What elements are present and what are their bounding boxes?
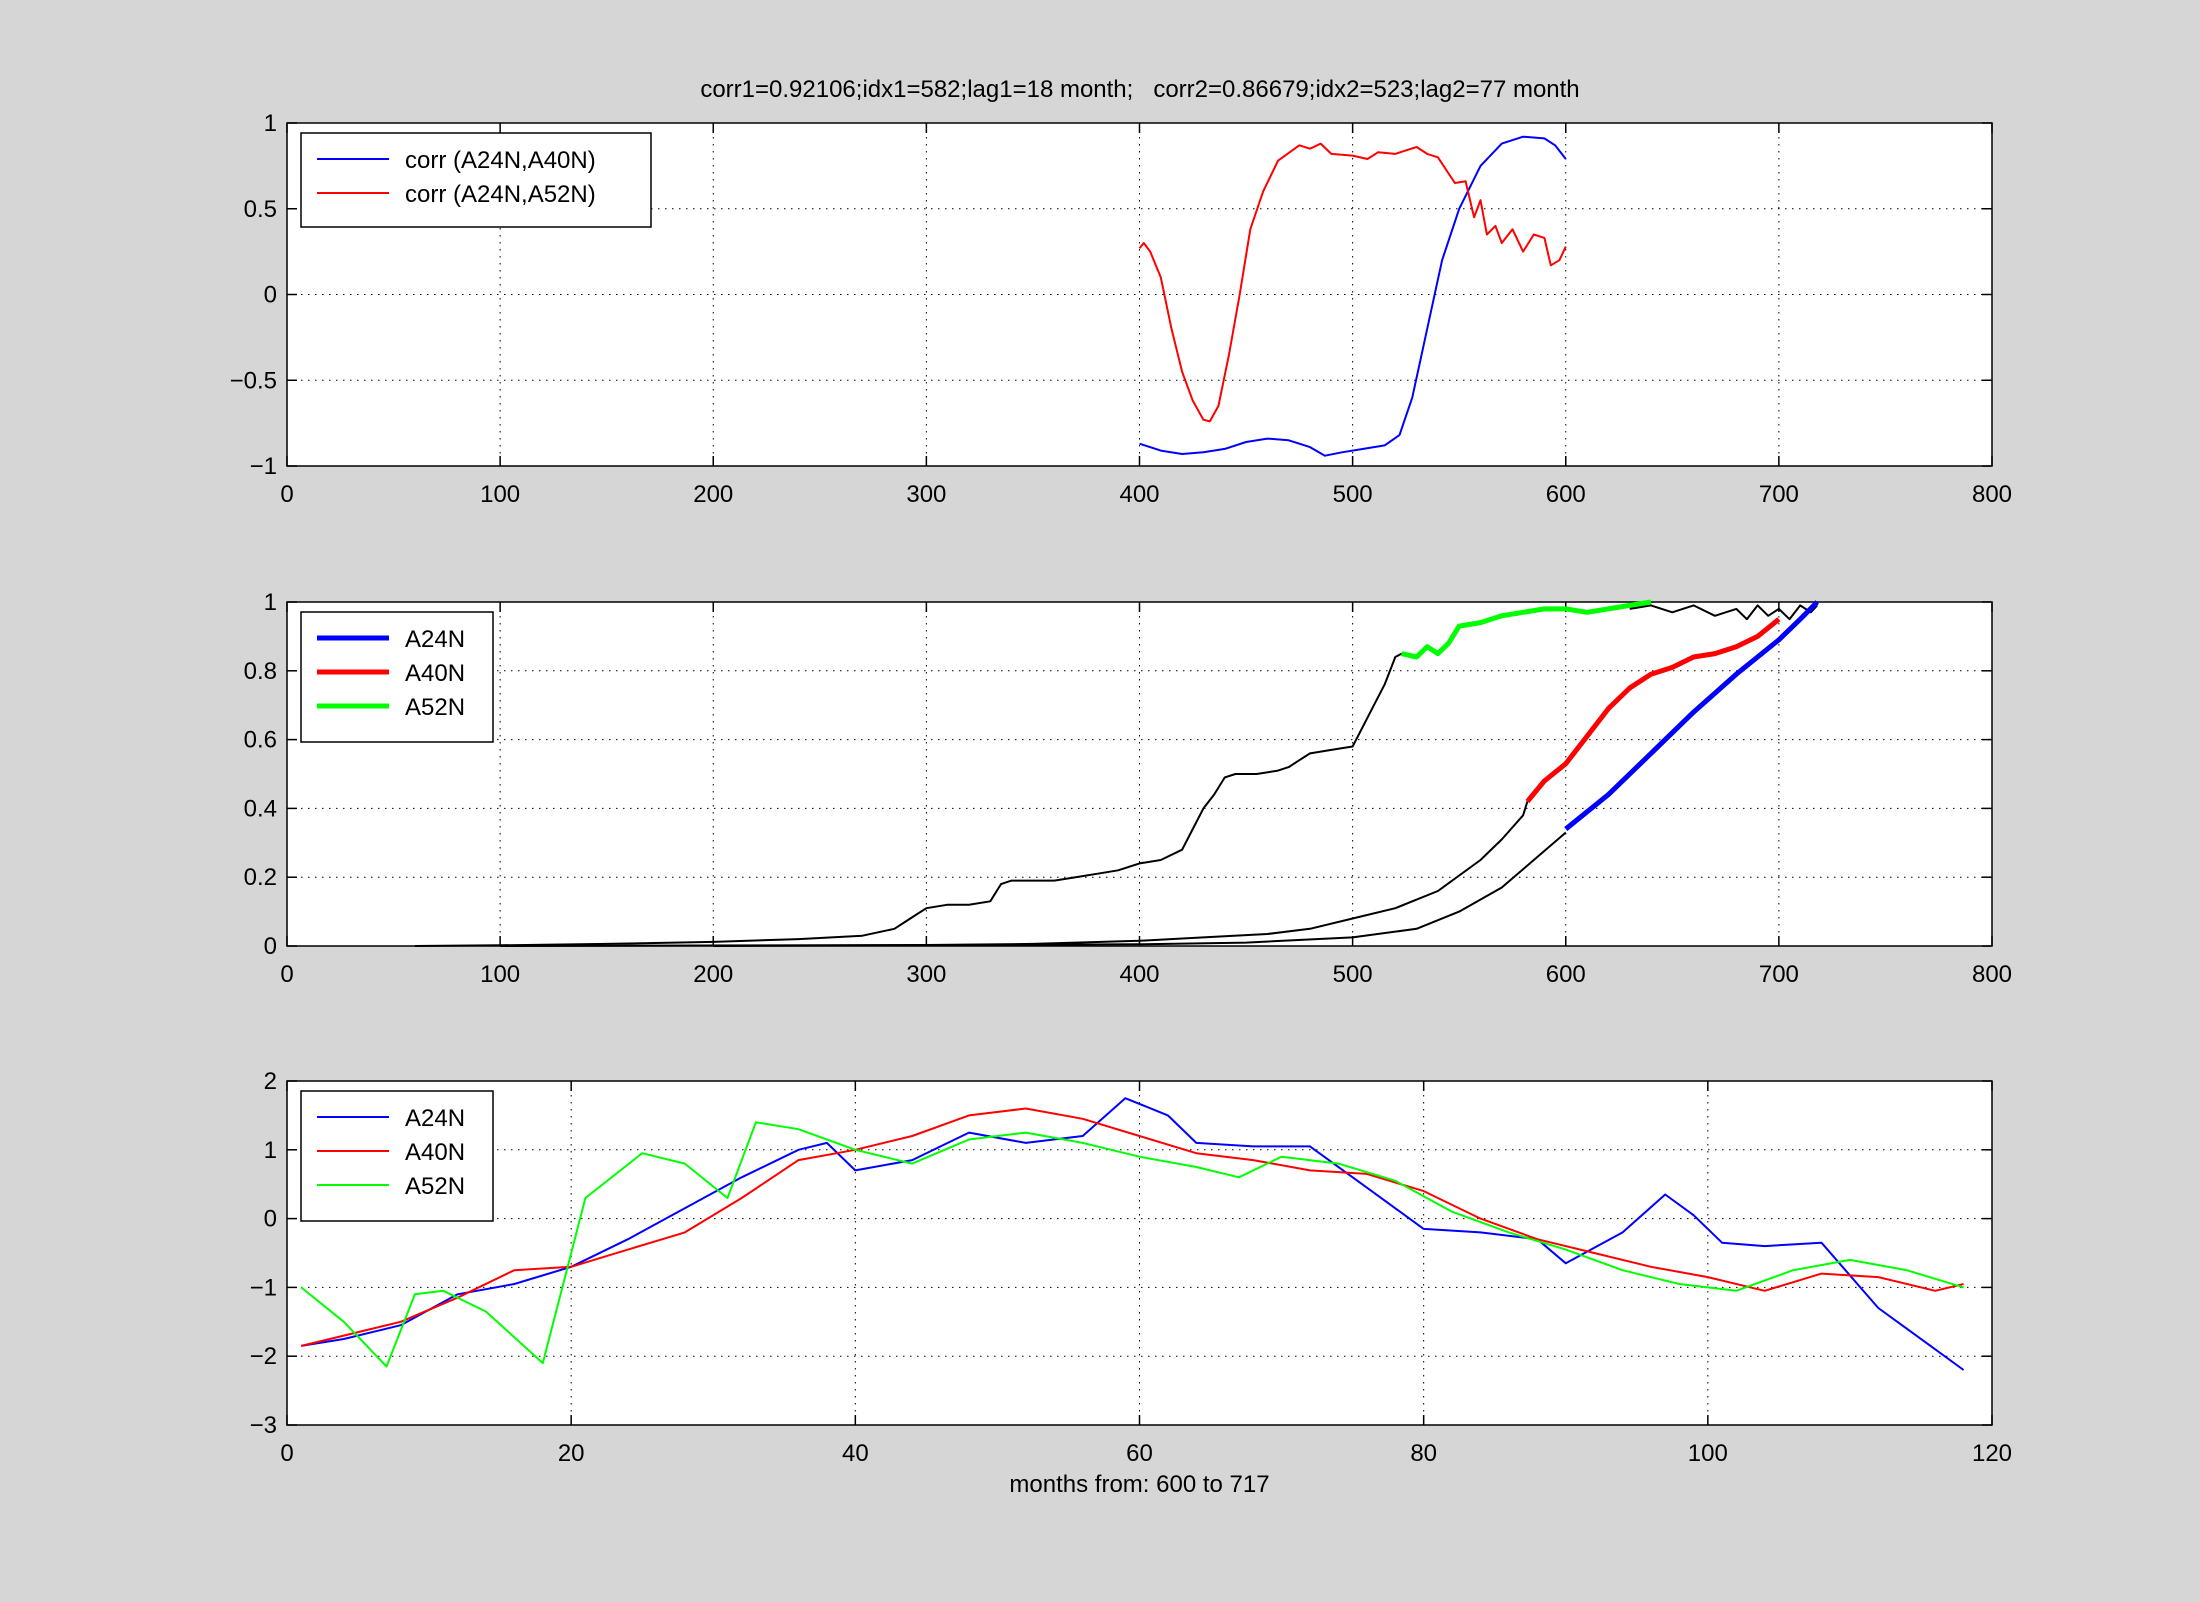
series-line-a24n xyxy=(1564,600,1819,831)
legend-label: A52N xyxy=(405,1173,465,1200)
x-tick-label: 100 xyxy=(1688,1440,1728,1467)
background-series-line xyxy=(500,801,1529,947)
plot-area xyxy=(287,602,1992,946)
x-tick-label: 80 xyxy=(1410,1440,1437,1467)
legend-label: corr (A24N,A40N) xyxy=(405,147,596,174)
x-tick-label: 60 xyxy=(1126,1440,1153,1467)
series-line-a52n xyxy=(1401,599,1652,660)
x-tick-label: 800 xyxy=(1972,961,2012,988)
x-tick-label: 200 xyxy=(693,481,733,508)
x-tick-label: 0 xyxy=(280,1440,293,1467)
x-tick-label: 200 xyxy=(693,961,733,988)
y-tick-label: 1 xyxy=(264,110,277,137)
chart-panels: 0 100 200 300 400 500 600 700 800−1−0.500.51corr… xyxy=(230,110,2012,1498)
background-series-line xyxy=(1629,604,1818,621)
legend-label: A52N xyxy=(405,694,465,721)
figure-title: corr1=0.92106;idx1=582;lag1=18 month; co… xyxy=(700,76,1579,103)
legend-label: A40N xyxy=(405,1139,465,1166)
y-tick-label: −1 xyxy=(250,1274,277,1301)
x-tick-label: 300 xyxy=(906,961,946,988)
y-tick-label: 0 xyxy=(264,1206,277,1233)
x-tick-label: 100 xyxy=(480,961,520,988)
y-tick-label: 2 xyxy=(264,1068,277,1095)
background-series-line xyxy=(414,652,1403,947)
y-tick-label: 0.5 xyxy=(244,196,277,223)
legend-label: A40N xyxy=(405,660,465,687)
x-tick-label: 700 xyxy=(1759,481,1799,508)
series-line-a40n xyxy=(1525,617,1781,804)
x-tick-label: 400 xyxy=(1119,961,1159,988)
chart-panel-3: 0 20 40 60 80 100 120 −3 −2 −1 0 1 2 A24N A40N A52N mont… xyxy=(250,1068,2012,1498)
x-tick-label: 600 xyxy=(1546,481,1586,508)
x-tick-label: 20 xyxy=(558,1440,585,1467)
x-tick-label: 500 xyxy=(1333,481,1373,508)
y-tick-label: 1 xyxy=(264,589,277,616)
series-line-corr-a24n-a40n xyxy=(1139,135,1567,457)
y-tick-label: −3 xyxy=(250,1412,277,1439)
legend-label: A24N xyxy=(405,1105,465,1132)
y-tick-label: 0.4 xyxy=(244,795,277,822)
legend-box xyxy=(300,1090,494,1222)
y-tick-label: 0 xyxy=(264,933,277,960)
x-tick-label: 500 xyxy=(1333,961,1373,988)
chart-panel-1: 0 100 200 300 400 500 600 700 800 −1 −0.5 0 0.5 1 corr… xyxy=(230,110,2012,508)
chart-panel-2: 0 100 200 300 400 500 600 700 80000.20.40.60.81A… xyxy=(244,589,2012,988)
y-tick-label: −0.5 xyxy=(230,367,277,394)
y-tick-label: 0.6 xyxy=(244,727,277,754)
y-tick-label: 0.2 xyxy=(244,864,277,891)
x-tick-label: 120 xyxy=(1972,1440,2012,1467)
y-tick-label: 0.8 xyxy=(244,658,277,685)
x-tick-label: 0 xyxy=(280,481,293,508)
legend-box xyxy=(300,132,652,228)
x-tick-label: 600 xyxy=(1546,961,1586,988)
x-tick-label: 700 xyxy=(1759,961,1799,988)
legend: corr (A24N,A40N) corr (A24N,A52N) xyxy=(300,132,652,228)
series-line-corr-a24n-a52n xyxy=(1138,142,1567,423)
x-tick-label: 0 xyxy=(280,961,293,988)
series-line-a24n xyxy=(301,1097,1965,1371)
y-tick-label: −2 xyxy=(250,1343,277,1370)
y-tick-label: 0 xyxy=(264,282,277,309)
legend-label: A24N xyxy=(405,626,465,653)
x-tick-label: 800 xyxy=(1972,481,2012,508)
x-axis-label: months from: 600 to 717 xyxy=(1009,1471,1269,1498)
background-series-line xyxy=(713,831,1567,947)
x-tick-label: 300 xyxy=(906,481,946,508)
y-tick-label: −1 xyxy=(250,453,277,480)
legend-label: corr (A24N,A52N) xyxy=(405,181,596,208)
x-tick-label: 100 xyxy=(480,481,520,508)
series-line-a52n xyxy=(300,1121,1964,1368)
legend-box xyxy=(300,611,494,743)
legend: A24N A40N A52N xyxy=(300,611,494,743)
series-line-a40n xyxy=(300,1107,1964,1347)
y-tick-label: 1 xyxy=(264,1137,277,1164)
legend: A24N A40N A52N xyxy=(300,1090,494,1222)
plot-area xyxy=(287,1081,1992,1425)
x-tick-label: 400 xyxy=(1119,481,1159,508)
x-tick-label: 40 xyxy=(842,1440,869,1467)
